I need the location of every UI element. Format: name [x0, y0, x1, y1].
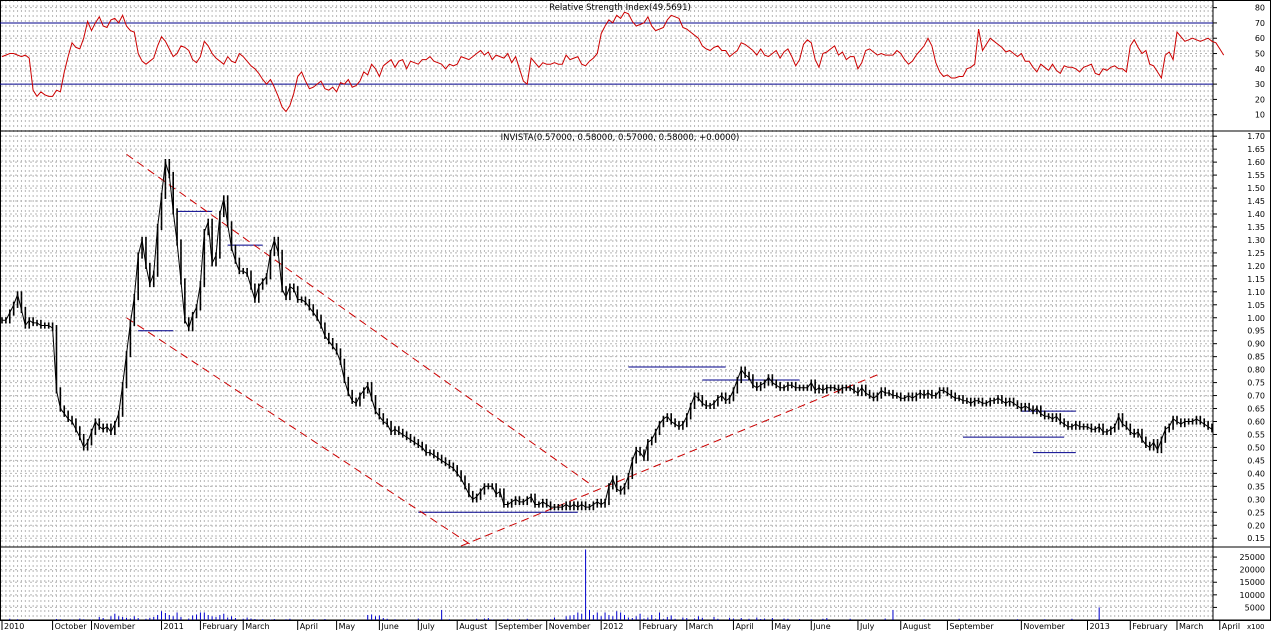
titles: Relative Strength Index(49.5691) INVISTA… [501, 3, 1265, 631]
vol-y-tick-label: 15000 [1240, 578, 1265, 587]
x-tick-label: August [903, 622, 931, 631]
x-tick-label: September [498, 622, 543, 631]
vol-y-tick-label: 5000 [1245, 603, 1265, 612]
rsi-y-tick-label: 70 [1255, 19, 1265, 28]
price-y-tick-label: 0.50 [1247, 443, 1265, 452]
x-tick-label: March [689, 622, 713, 631]
x-tick-label: May [339, 622, 356, 631]
x-tick-label: 2011 [164, 622, 184, 631]
support-resistance-levels [138, 210, 1076, 513]
x-tick-label: August [459, 622, 487, 631]
series-layer [1, 11, 1225, 620]
rsi-y-tick-label: 30 [1255, 80, 1265, 89]
price-y-tick-label: 1.00 [1247, 314, 1265, 323]
price-y-tick-label: 0.75 [1247, 379, 1265, 388]
rsi-y-tick-label: 20 [1255, 95, 1265, 104]
x-tick-label: June [812, 622, 831, 631]
x-tick-label: July [859, 622, 875, 631]
x-tick-label: 2010 [4, 622, 24, 631]
price-y-tick-label: 1.70 [1247, 132, 1265, 141]
x-tick-label: February [1132, 622, 1168, 631]
price-y-tick-label: 1.65 [1247, 145, 1265, 154]
vol-y-tick-label: 10000 [1240, 591, 1265, 600]
price-y-tick-label: 1.40 [1247, 210, 1265, 219]
price-series-line [2, 161, 1213, 508]
rsi-series-line [1, 11, 1225, 113]
rsi-title: Relative Strength Index(49.5691) [549, 3, 691, 13]
x-tick-label: September [949, 622, 994, 631]
rsi-y-tick-label: 80 [1255, 4, 1265, 13]
price-y-tick-label: 0.35 [1247, 482, 1265, 491]
x-tick-label: November [1023, 622, 1065, 631]
price-y-tick-label: 0.30 [1247, 495, 1265, 504]
price-y-tick-label: 0.55 [1247, 430, 1265, 439]
price-y-tick-label: 0.85 [1247, 353, 1265, 362]
x-tick-label: June [380, 622, 399, 631]
x-tick-label: February [642, 622, 678, 631]
price-y-tick-label: 0.20 [1247, 521, 1265, 530]
trendline [126, 153, 594, 487]
x-tick-label: March [245, 622, 269, 631]
vol-y-tick-label: 20000 [1240, 566, 1265, 575]
rsi-y-tick-label: 40 [1255, 65, 1265, 74]
trendlines [126, 153, 878, 547]
price-y-tick-label: 0.25 [1247, 508, 1265, 517]
vol-y-tick-label: 25000 [1240, 553, 1265, 562]
price-y-tick-label: 1.55 [1247, 171, 1265, 180]
price-y-tick-label: 0.95 [1247, 327, 1265, 336]
trendline [460, 374, 878, 547]
price-y-tick-label: 1.10 [1247, 288, 1265, 297]
rsi-y-tick-label: 60 [1255, 34, 1265, 43]
x-tick-label: November [93, 622, 135, 631]
trendline [126, 317, 474, 547]
price-y-tick-label: 0.60 [1247, 418, 1265, 427]
x-tick-label: February [202, 622, 238, 631]
price-y-tick-label: 0.45 [1247, 456, 1265, 465]
rsi-y-tick-label: 50 [1255, 50, 1265, 59]
price-y-tick-label: 1.35 [1247, 223, 1265, 232]
x-tick-label: 2013 [1089, 622, 1109, 631]
price-y-tick-label: 0.90 [1247, 340, 1265, 349]
price-y-tick-label: 0.70 [1247, 392, 1265, 401]
x-tick-label: April [300, 622, 318, 631]
x-tick-label: July [419, 622, 435, 631]
price-y-tick-label: 1.30 [1247, 236, 1265, 245]
price-y-tick-label: 0.15 [1247, 534, 1265, 543]
price-y-tick-label: 1.15 [1247, 275, 1265, 284]
x-tick-label: May [774, 622, 791, 631]
axis-labels: 10 20 30 40 50 60 70 80 0.15 0.20 0.25 0.30 0.35 0.40… [1, 4, 1265, 631]
price-y-tick-label: 0.80 [1247, 366, 1265, 375]
volume-scale-label: x100 [1247, 623, 1265, 631]
price-y-tick-label: 1.05 [1247, 301, 1265, 310]
price-y-tick-label: 1.20 [1247, 262, 1265, 271]
rsi-y-tick-label: 10 [1255, 111, 1265, 120]
x-tick-label: April [735, 622, 753, 631]
x-tick-label: 2012 [603, 622, 623, 631]
price-title: INVISTA(0.57000, 0.58000, 0.57000, 0.580… [501, 133, 740, 143]
price-y-tick-label: 1.25 [1247, 249, 1265, 258]
price-y-tick-label: 0.65 [1247, 405, 1265, 414]
price-y-tick-label: 1.60 [1247, 158, 1265, 167]
price-y-tick-label: 1.45 [1247, 197, 1265, 206]
x-tick-label: April [1222, 622, 1240, 631]
price-y-tick-label: 0.40 [1247, 469, 1265, 478]
x-tick-label: March [1179, 622, 1203, 631]
price-y-tick-label: 1.50 [1247, 184, 1265, 193]
x-tick-label: November [549, 622, 591, 631]
x-tick-label: October [55, 622, 88, 631]
